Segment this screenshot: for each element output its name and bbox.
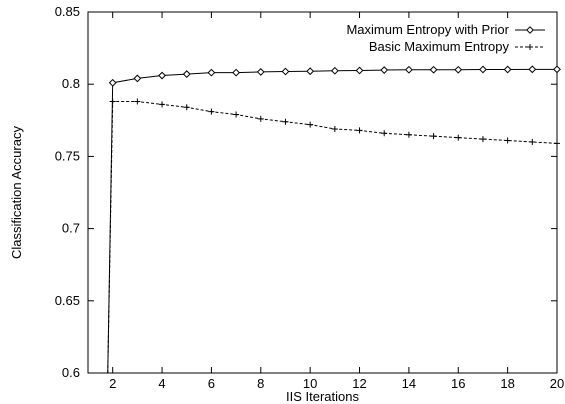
data-point xyxy=(404,65,413,74)
data-point xyxy=(455,134,462,141)
series-line xyxy=(107,68,557,374)
legend: Maximum Entropy with Prior Basic Maximum … xyxy=(346,22,545,54)
data-point xyxy=(553,65,561,74)
plot-frame xyxy=(87,11,558,374)
plot-area xyxy=(87,11,558,374)
y-tick-label: 0.8 xyxy=(62,76,80,91)
x-tick-label: 12 xyxy=(352,376,366,391)
data-point xyxy=(182,70,191,78)
data-point xyxy=(330,66,339,75)
series-1 xyxy=(107,65,561,374)
x-tick-label: 6 xyxy=(208,376,215,391)
data-point xyxy=(479,136,486,143)
data-point xyxy=(529,138,536,145)
data-point xyxy=(108,78,117,87)
data-point xyxy=(429,65,438,74)
axis-ticks: 0.6 0.65 0.7 0.75 0.8 0.85 2 4 6 8 10 12 14 16 18 20 xyxy=(55,4,565,391)
x-tick-label: 4 xyxy=(158,376,165,391)
data-point xyxy=(381,130,388,137)
legend-marker xyxy=(527,44,533,50)
data-point xyxy=(479,65,487,74)
legend-label: Basic Maximum Entropy xyxy=(369,39,510,54)
x-tick-label: 20 xyxy=(550,376,564,391)
data-point xyxy=(380,66,389,74)
data-point xyxy=(282,118,289,125)
y-tick-label: 0.65 xyxy=(55,293,80,308)
data-point xyxy=(356,127,363,134)
data-point xyxy=(133,74,142,83)
x-axis-title: IIS Iterations xyxy=(286,389,359,404)
series-line xyxy=(107,101,558,374)
data-point xyxy=(232,68,241,77)
data-point xyxy=(306,67,315,76)
data-point xyxy=(504,137,511,144)
x-tick-label: 18 xyxy=(500,376,514,391)
data-point xyxy=(454,65,463,74)
data-point xyxy=(183,104,190,111)
data-point xyxy=(207,68,216,77)
data-point xyxy=(208,108,215,115)
data-point xyxy=(256,68,265,76)
x-tick-label: 10 xyxy=(303,376,317,391)
legend-marker xyxy=(526,26,534,34)
series-2 xyxy=(107,98,560,374)
y-axis-title: Classification Accuracy xyxy=(9,126,24,259)
y-tick-label: 0.6 xyxy=(62,365,80,380)
data-point xyxy=(528,65,537,74)
data-point xyxy=(405,131,412,138)
series-layer xyxy=(107,65,561,374)
data-point xyxy=(233,111,240,118)
data-point xyxy=(134,98,141,105)
data-point xyxy=(331,125,338,132)
legend-label: Maximum Entropy with Prior xyxy=(346,22,509,37)
x-tick-label: 14 xyxy=(402,376,416,391)
y-tick-label: 0.85 xyxy=(55,4,80,19)
y-tick-label: 0.7 xyxy=(62,221,80,236)
x-tick-label: 2 xyxy=(109,376,116,391)
data-point xyxy=(307,121,314,128)
data-point xyxy=(281,67,290,76)
data-point xyxy=(355,66,364,75)
data-point xyxy=(158,71,166,80)
y-tick-label: 0.75 xyxy=(55,148,80,163)
data-point xyxy=(109,98,116,105)
data-point xyxy=(554,140,560,147)
data-point xyxy=(430,133,437,140)
x-tick-label: 16 xyxy=(451,376,465,391)
data-point xyxy=(159,101,166,108)
x-tick-label: 8 xyxy=(257,376,264,391)
data-point xyxy=(257,115,264,122)
data-point xyxy=(503,65,512,74)
